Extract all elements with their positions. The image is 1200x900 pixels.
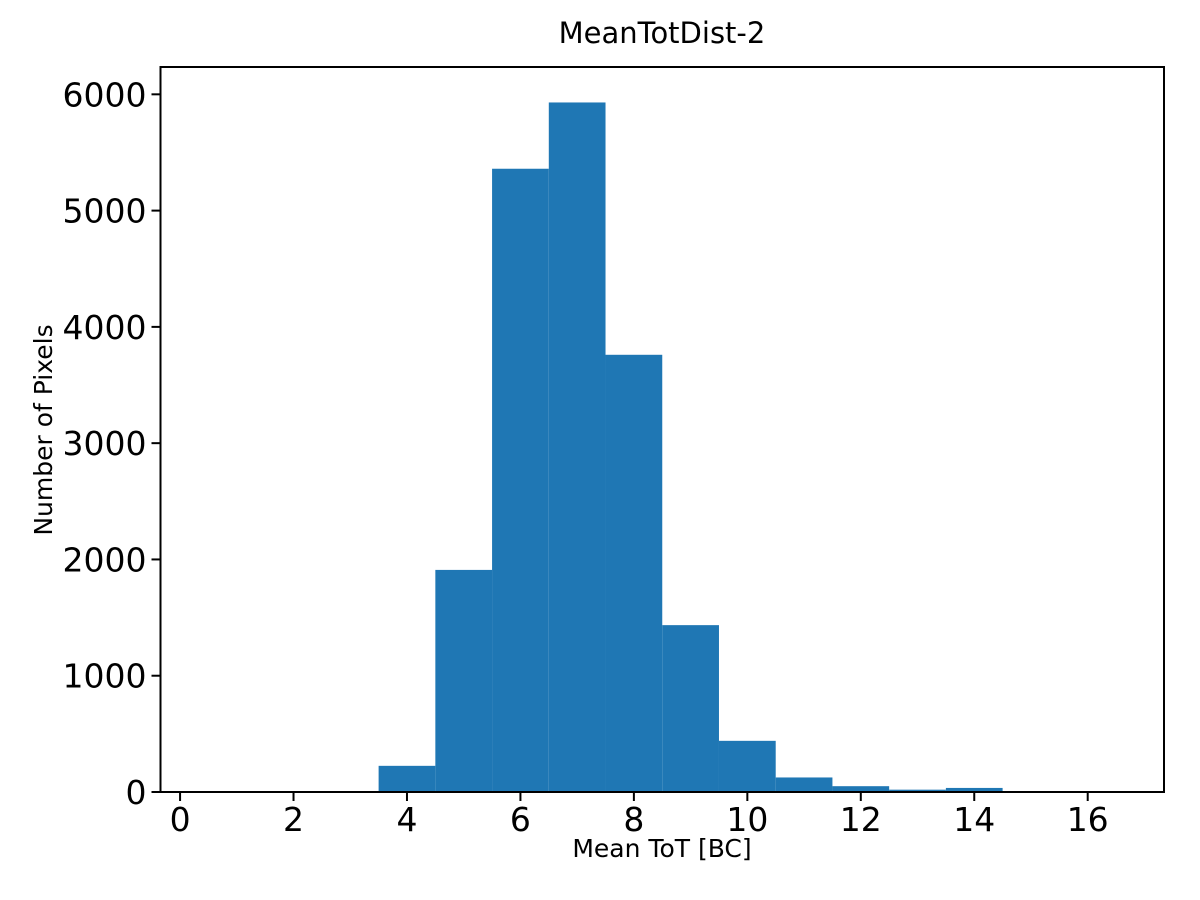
y-axis-label: Number of Pixels: [29, 324, 58, 535]
y-tick-label: 4000: [63, 308, 147, 347]
x-tick-label: 14: [953, 800, 995, 839]
axes-spines: [159, 66, 1165, 793]
y-tick-label: 0: [126, 773, 147, 812]
x-tick-label: 2: [283, 800, 304, 839]
x-tick-label: 8: [623, 800, 644, 839]
histogram-bar: [945, 787, 1003, 792]
chart-title: MeanTotDist-2: [559, 16, 766, 50]
x-axis-label: Mean ToT [BC]: [572, 834, 751, 863]
y-tick-label: 5000: [63, 192, 147, 231]
x-tick-label: 10: [726, 800, 768, 839]
y-tick-label: 3000: [63, 424, 147, 463]
x-tick-label: 6: [510, 800, 531, 839]
histogram-bar: [548, 102, 606, 793]
y-tick-label: 1000: [63, 657, 147, 696]
histogram-bar: [662, 625, 719, 792]
x-tick-label: 16: [1067, 800, 1109, 839]
x-tick-label: 4: [396, 800, 417, 839]
histogram-bar: [889, 789, 946, 792]
histogram-bar: [775, 777, 833, 792]
x-tick-label: 12: [840, 800, 882, 839]
histogram-bar: [718, 740, 776, 792]
y-tick-label: 6000: [63, 75, 147, 114]
histogram-bar: [435, 569, 493, 792]
histogram-bar: [492, 168, 549, 792]
x-tick-label: 0: [170, 800, 191, 839]
histogram-bar: [378, 765, 436, 792]
histogram-bar: [832, 786, 890, 792]
histogram-bar: [605, 354, 663, 792]
y-tick-label: 2000: [63, 540, 147, 579]
